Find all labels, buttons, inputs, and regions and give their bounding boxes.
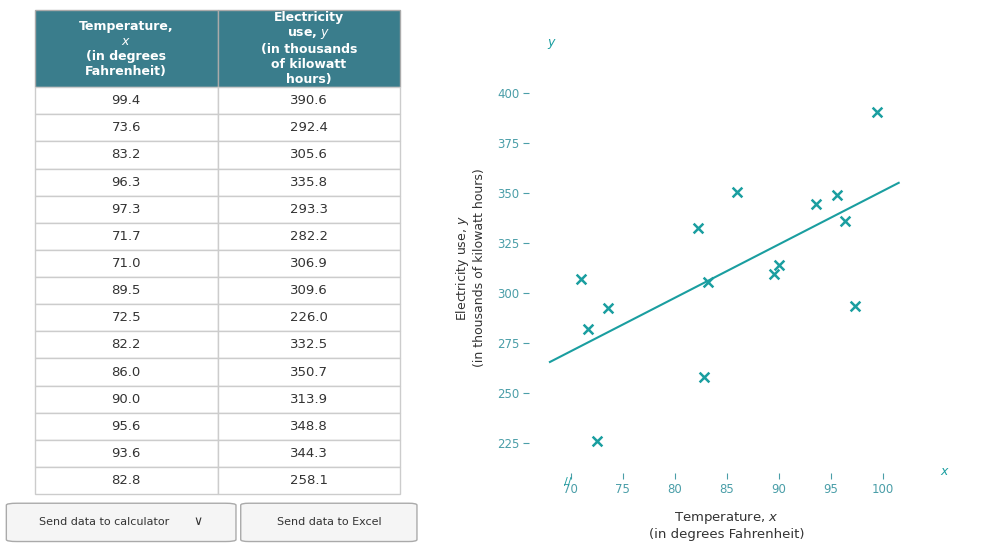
Point xyxy=(700,277,716,286)
Text: //: // xyxy=(564,477,572,487)
Point xyxy=(730,187,746,196)
Point xyxy=(765,270,781,278)
Y-axis label: Electricity use, $y$
(in thousands of kilowatt hours): Electricity use, $y$ (in thousands of ki… xyxy=(454,168,486,368)
FancyBboxPatch shape xyxy=(6,503,236,542)
Point xyxy=(847,302,862,311)
Point xyxy=(690,224,706,232)
Point xyxy=(600,304,616,313)
Point xyxy=(869,107,885,116)
Point xyxy=(574,275,589,283)
FancyBboxPatch shape xyxy=(240,503,417,542)
Text: $y$: $y$ xyxy=(547,37,557,51)
Point xyxy=(771,261,787,270)
Text: ∨: ∨ xyxy=(193,515,203,528)
Point xyxy=(588,437,604,445)
Text: Send data to Excel: Send data to Excel xyxy=(277,516,381,527)
Point xyxy=(581,324,596,333)
X-axis label: Temperature, $x$
(in degrees Fahrenheit): Temperature, $x$ (in degrees Fahrenheit) xyxy=(649,510,805,541)
Point xyxy=(696,373,712,381)
Point xyxy=(830,191,846,200)
Text: $x$: $x$ xyxy=(941,464,950,478)
Point xyxy=(837,217,853,226)
Point xyxy=(809,200,825,209)
Text: Send data to calculator: Send data to calculator xyxy=(39,516,169,527)
